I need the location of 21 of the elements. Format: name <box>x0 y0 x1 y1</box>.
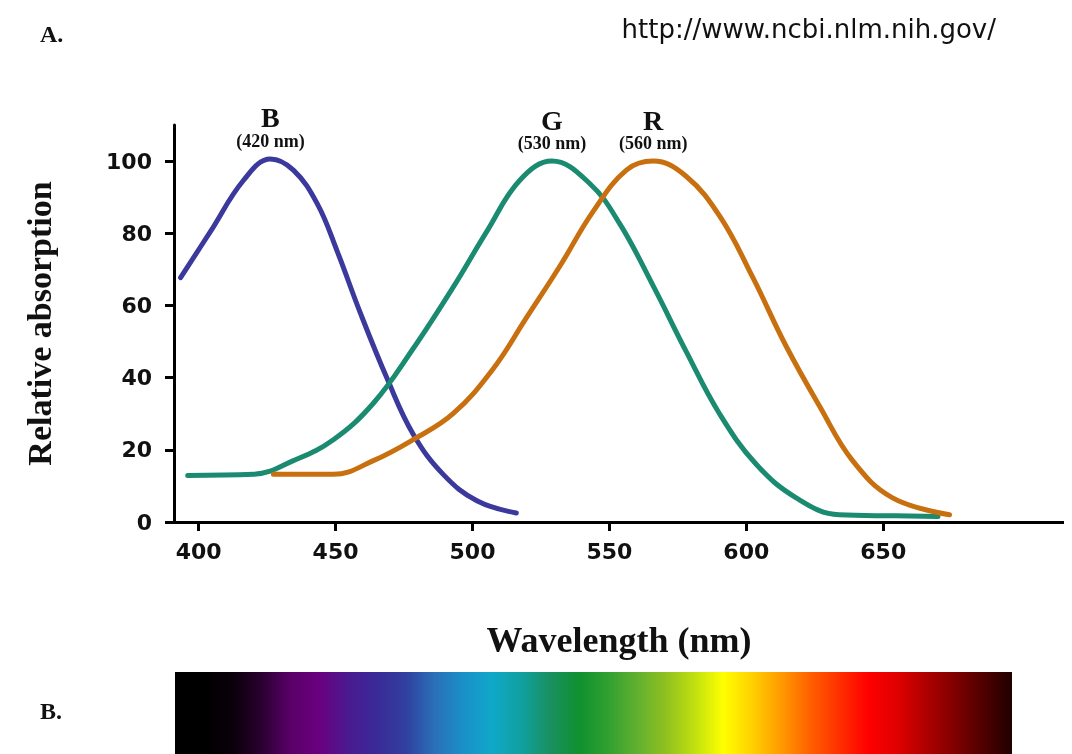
y-tick-label: 80 <box>121 220 152 246</box>
y-tick-label: 20 <box>121 437 152 463</box>
x-tick-label: 650 <box>860 538 907 564</box>
x-axis-title: Wavelength (nm) <box>486 620 752 660</box>
text: B. <box>40 698 63 725</box>
y-tick-label: 40 <box>121 365 152 391</box>
text: http://www.ncbi.nlm.nih.gov/ <box>621 14 997 44</box>
y-tick-label: 100 <box>106 148 152 174</box>
annotation: (560 nm) <box>618 133 688 155</box>
x-tick-label: 400 <box>175 538 222 564</box>
y-tick-label: 60 <box>121 292 152 318</box>
series-label: R <box>643 104 665 136</box>
x-tick-label: 600 <box>723 538 770 564</box>
x-tick-label: 550 <box>586 538 633 564</box>
y-tick-label: 0 <box>136 509 152 535</box>
series-label: G <box>541 104 564 136</box>
x-tick-label: 500 <box>449 538 496 564</box>
x-tick-label: 450 <box>312 538 359 564</box>
text: A. <box>40 21 64 47</box>
y-axis-title: Relative absorption <box>20 181 58 466</box>
annotation: (530 nm) <box>517 133 587 155</box>
